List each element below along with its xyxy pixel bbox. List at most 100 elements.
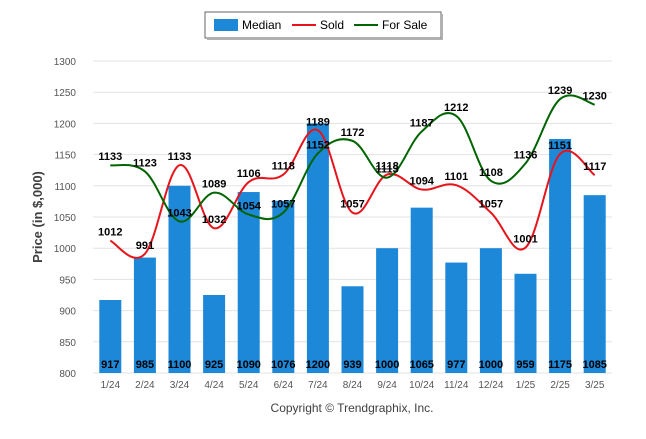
for-sale-value-label: 1152 [306,139,330,151]
median-bar [376,248,399,373]
for-sale-value-label: 1187 [410,118,434,130]
sold-value-label: 1057 [479,199,503,211]
sold-value-label: 1118 [272,161,295,173]
median-bar [479,248,502,373]
median-value-label: 1076 [271,359,295,371]
y-tick-label: 1100 [54,182,76,193]
median-value-label: 917 [101,359,119,371]
legend-label-median: Median [242,18,281,32]
median-bar [99,299,122,373]
sold-value-label: 1101 [444,171,468,183]
trend-lines [109,94,596,259]
median-value-label: 985 [136,359,154,371]
legend-label-for-sale: For Sale [382,18,428,32]
x-tick-label: 3/24 [170,380,190,391]
median-bar [514,273,537,373]
x-tick-label: 3/25 [585,380,605,391]
median-bar [203,295,226,373]
x-tick-label: 2/25 [550,380,570,391]
copyright-footer: Copyright © Trendgraphix, Inc. [271,401,434,415]
chart-legend: Median Sold For Sale [204,11,443,40]
sold-value-label: 1032 [202,214,226,226]
legend-label-sold: Sold [320,18,344,32]
median-value-label: 1200 [306,359,330,371]
x-tick-label: 12/24 [478,380,503,391]
y-tick-label: 900 [59,307,76,318]
y-tick-label: 850 [59,338,76,349]
for-sale-value-label: 1123 [133,157,157,169]
y-axis-title: Price (in $,000) [30,171,45,263]
data-labels: 917 985 1100 925 1090 1076 1200 939 1000 1065 977 1… [98,85,607,371]
x-tick-label: 2/24 [135,380,155,391]
x-axis-ticks: 1/24 2/24 3/24 4/24 5/24 6/24 7/24 8/24 9/24 10/2… [101,380,605,391]
sold-value-label: 1001 [513,234,537,246]
sold-value-label: 1057 [340,199,364,211]
median-value-label: 1000 [375,359,399,371]
sold-value-label: 1118 [375,161,398,173]
median-bar [341,286,364,373]
median-bar [168,185,191,373]
x-tick-label: 11/24 [444,380,469,391]
y-tick-label: 1000 [54,244,77,255]
y-tick-label: 1200 [54,119,77,130]
x-tick-label: 1/24 [101,380,121,391]
x-tick-label: 1/25 [516,380,536,391]
sold-value-label: 1133 [168,151,192,163]
for-sale-value-label: 1133 [98,151,122,163]
x-tick-label: 10/24 [409,380,434,391]
x-tick-label: 6/24 [274,380,294,391]
x-tick-label: 7/24 [308,380,328,391]
for-sale-value-label: 1043 [167,207,191,219]
median-value-label: 959 [516,359,534,371]
median-value-label: 1000 [479,359,503,371]
y-tick-label: 1300 [54,57,77,68]
sold-value-label: 1189 [306,116,330,128]
median-value-label: 977 [447,359,465,371]
x-tick-label: 5/24 [239,380,259,391]
for-sale-value-label: 1057 [271,199,295,211]
for-sale-value-label: 1054 [236,201,261,213]
median-value-label: 1090 [236,359,260,371]
median-bar [445,262,468,373]
for-sale-value-label: 1212 [444,102,468,114]
sold-value-label: 1117 [583,161,606,173]
median-value-label: 1100 [168,359,192,371]
sold-value-label: 1094 [409,176,434,188]
for-sale-value-label: 1136 [514,149,538,161]
median-value-label: 939 [343,359,361,371]
x-tick-label: 4/24 [204,380,224,391]
median-bars [99,123,606,374]
median-bar [583,195,606,373]
median-bar [133,257,156,373]
for-sale-value-label: 1089 [202,179,226,191]
median-value-label: 925 [205,359,223,371]
sold-value-label: 1012 [98,227,122,239]
median-bar [410,207,433,373]
y-tick-label: 950 [59,275,76,286]
for-sale-line [110,94,596,223]
y-tick-label: 1250 [54,88,77,99]
for-sale-value-label: 1239 [548,85,572,97]
x-tick-label: 8/24 [343,380,363,391]
sold-value-label: 1151 [548,140,572,152]
y-tick-label: 1150 [54,151,76,162]
median-bar [237,192,260,373]
median-bar [272,200,295,373]
sold-line [109,128,596,259]
x-tick-label: 9/24 [377,380,397,391]
legend-swatch-median [214,19,238,31]
sold-value-label: 991 [136,240,154,252]
for-sale-value-label: 1172 [341,127,365,139]
for-sale-value-label: 1113 [375,164,398,176]
median-value-label: 1085 [582,359,606,371]
median-bar [549,139,572,373]
median-value-label: 1065 [409,359,433,371]
y-tick-label: 800 [59,369,76,380]
y-tick-label: 1050 [54,213,77,224]
median-bar [306,123,329,374]
y-axis-ticks: 800 850 900 950 1000 1050 1100 1150 1200 1250 1300 [54,57,77,380]
for-sale-value-label: 1230 [582,91,606,103]
sold-value-label: 1106 [237,168,261,180]
